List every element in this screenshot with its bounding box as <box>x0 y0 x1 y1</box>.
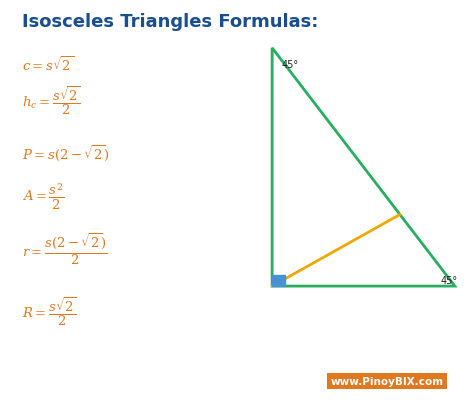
Text: $A = \dfrac{s^2}{2}$: $A = \dfrac{s^2}{2}$ <box>21 181 64 211</box>
Text: 45°: 45° <box>441 275 458 286</box>
Text: 45°: 45° <box>282 60 299 70</box>
Text: www.PinoyBIX.com: www.PinoyBIX.com <box>330 376 444 386</box>
Polygon shape <box>272 275 285 286</box>
Text: $R = \dfrac{s\sqrt{2}}{2}$: $R = \dfrac{s\sqrt{2}}{2}$ <box>21 294 76 327</box>
Text: Isosceles Triangles Formulas:: Isosceles Triangles Formulas: <box>21 13 318 31</box>
Text: $c = s\sqrt{2}$: $c = s\sqrt{2}$ <box>21 55 73 74</box>
Text: $r = \dfrac{s(2 - \sqrt{2})}{2}$: $r = \dfrac{s(2 - \sqrt{2})}{2}$ <box>21 230 107 266</box>
Text: $P = s(2 - \sqrt{2})$: $P = s(2 - \sqrt{2})$ <box>21 143 109 162</box>
Text: $h_c = \dfrac{s\sqrt{2}}{2}$: $h_c = \dfrac{s\sqrt{2}}{2}$ <box>21 84 80 117</box>
